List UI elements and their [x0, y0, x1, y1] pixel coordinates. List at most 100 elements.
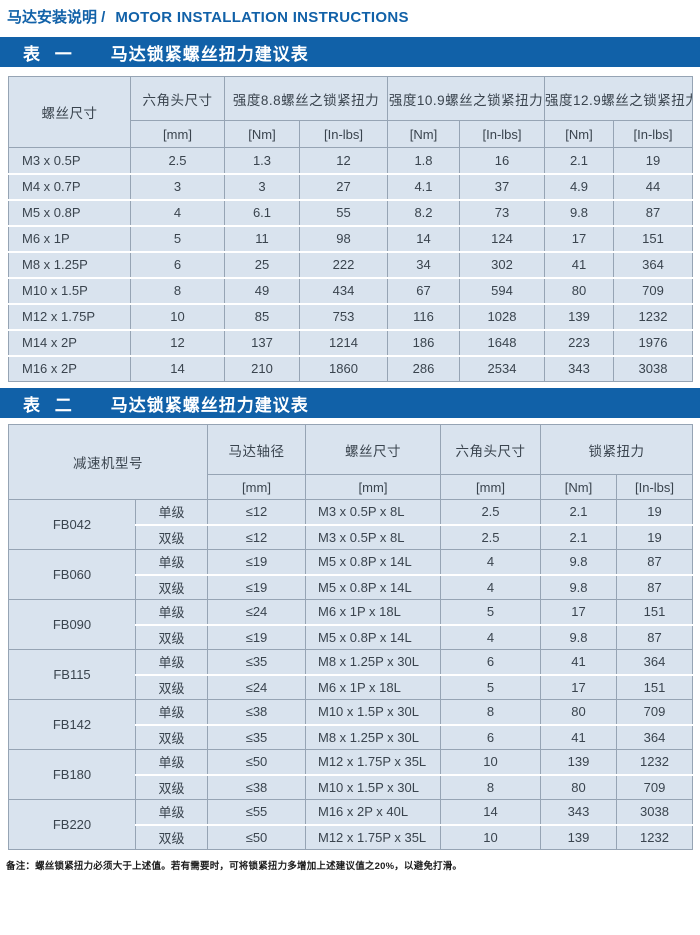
- header-motor-shaft: 马达轴径: [207, 424, 306, 475]
- table2-row: 双级 ≤38 M10 x 1.5P x 30L 8 80 709: [9, 773, 693, 800]
- stage-cell: 单级: [135, 699, 208, 725]
- shaft-diameter-cell: ≤12: [207, 499, 306, 525]
- screw-size-cell: M6 x 1P: [8, 224, 131, 252]
- table1-row: M14 x 2P 12 137 1214 186 1648 223 1976: [8, 328, 693, 356]
- value-cell: 594: [459, 276, 545, 304]
- hex-size-cell: 6: [440, 649, 541, 675]
- value-cell: 41: [544, 250, 614, 278]
- screw-size-cell: M10 x 1.5P x 30L: [305, 773, 441, 800]
- hex-size-cell: 10: [440, 749, 541, 775]
- table2-banner-label: 表 二: [23, 395, 77, 415]
- unit-nm: [Nm]: [387, 120, 460, 148]
- hex-size-cell: 8: [440, 773, 541, 800]
- screw-size-cell: M4 x 0.7P: [8, 172, 131, 200]
- value-cell: 98: [299, 224, 388, 252]
- value-cell: 55: [299, 198, 388, 226]
- value-cell: 37: [459, 172, 545, 200]
- value-cell: 151: [613, 224, 693, 252]
- torque-nm-cell: 9.8: [540, 623, 617, 650]
- value-cell: 222: [299, 250, 388, 278]
- value-cell: 67: [387, 276, 460, 304]
- value-cell: 9.8: [544, 198, 614, 226]
- torque-nm-cell: 17: [540, 673, 617, 700]
- value-cell: 1.3: [224, 147, 300, 174]
- torque-inlbs-cell: 364: [616, 723, 693, 750]
- screw-size-cell: M5 x 0.8P x 14L: [305, 573, 441, 600]
- value-cell: 5: [130, 224, 225, 252]
- shaft-diameter-cell: ≤38: [207, 773, 306, 800]
- gearbox-model-cell: FB090: [8, 599, 136, 650]
- torque-inlbs-cell: 709: [616, 699, 693, 725]
- value-cell: 434: [299, 276, 388, 304]
- torque-nm-cell: 2.1: [540, 499, 617, 525]
- value-cell: 3: [130, 172, 225, 200]
- header-hex-size: 六角头尺寸: [130, 76, 225, 121]
- table1-row: M6 x 1P 5 11 98 14 124 17 151: [8, 224, 693, 252]
- value-cell: 286: [387, 354, 460, 382]
- table2-row: FB060 单级 ≤19 M5 x 0.8P x 14L 4 9.8 87: [8, 549, 693, 600]
- value-cell: 1028: [459, 302, 545, 330]
- value-cell: 4: [130, 198, 225, 226]
- value-cell: 2.1: [544, 147, 614, 174]
- shaft-diameter-cell: ≤24: [207, 599, 306, 625]
- value-cell: 4.1: [387, 172, 460, 200]
- table2-row: FB180 单级 ≤50 M12 x 1.75P x 35L 10 139 1232: [8, 749, 693, 800]
- screw-size-cell: M6 x 1P x 18L: [305, 673, 441, 700]
- table1-row: M12 x 1.75P 10 85 753 116 1028 139 1232: [8, 302, 693, 330]
- unit-inlbs: [In-lbs]: [299, 120, 388, 148]
- screw-size-cell: M8 x 1.25P: [8, 250, 131, 278]
- screw-size-cell: M10 x 1.5P x 30L: [305, 699, 441, 725]
- torque-nm-cell: 139: [540, 823, 617, 850]
- table1-row: M4 x 0.7P 3 3 27 4.1 37 4.9 44: [8, 172, 693, 200]
- torque-inlbs-cell: 1232: [616, 823, 693, 850]
- table2-header-row: 减速机型号 马达轴径 螺丝尺寸 六角头尺寸 锁紧扭力: [8, 424, 693, 500]
- value-cell: 2534: [459, 354, 545, 382]
- torque-inlbs-cell: 709: [616, 773, 693, 800]
- value-cell: 85: [224, 302, 300, 330]
- torque-nm-cell: 139: [540, 749, 617, 775]
- screw-size-cell: M3 x 0.5P x 8L: [305, 499, 441, 525]
- screw-size-cell: M12 x 1.75P x 35L: [305, 823, 441, 850]
- value-cell: 753: [299, 302, 388, 330]
- value-cell: 73: [459, 198, 545, 226]
- value-cell: 27: [299, 172, 388, 200]
- unit-mm: [mm]: [207, 474, 306, 500]
- value-cell: 2.5: [130, 147, 225, 174]
- header-gearbox-model: 减速机型号: [8, 424, 208, 500]
- table1-row: M8 x 1.25P 6 25 222 34 302 41 364: [8, 250, 693, 278]
- stage-cell: 单级: [135, 599, 208, 625]
- table1-header-row: 螺丝尺寸 六角头尺寸 强度8.8螺丝之锁紧扭力 强度10.9螺丝之锁紧扭力 强度…: [8, 76, 693, 148]
- table2-row: FB042 单级 ≤12 M3 x 0.5P x 8L 2.5 2.1 19: [8, 499, 693, 550]
- value-cell: 19: [613, 147, 693, 174]
- value-cell: 210: [224, 354, 300, 382]
- header-grade-10-9: 强度10.9螺丝之锁紧扭力: [387, 76, 545, 121]
- table2-row: FB142 单级 ≤38 M10 x 1.5P x 30L 8 80 709: [8, 699, 693, 750]
- value-cell: 17: [544, 224, 614, 252]
- shaft-diameter-cell: ≤19: [207, 623, 306, 650]
- hex-size-cell: 2.5: [440, 499, 541, 525]
- hex-size-cell: 2.5: [440, 523, 541, 550]
- stage-cell: 单级: [135, 799, 208, 825]
- torque-inlbs-cell: 87: [616, 623, 693, 650]
- header-grade-12-9: 强度12.9螺丝之锁紧扭力: [544, 76, 693, 121]
- table2-row: 双级 ≤50 M12 x 1.75P x 35L 10 139 1232: [9, 823, 693, 850]
- value-cell: 12: [299, 147, 388, 174]
- screw-size-cell: M3 x 0.5P: [8, 147, 131, 174]
- stage-cell: 双级: [135, 773, 208, 800]
- table2-row: 双级 ≤19 M5 x 0.8P x 14L 4 9.8 87: [9, 623, 693, 650]
- value-cell: 34: [387, 250, 460, 278]
- unit-nm: [Nm]: [224, 120, 300, 148]
- value-cell: 25: [224, 250, 300, 278]
- value-cell: 8: [130, 276, 225, 304]
- table2-row: FB220 单级 ≤55 M16 x 2P x 40L 14 343 3038: [8, 799, 693, 850]
- gearbox-model-cell: FB042: [8, 499, 136, 550]
- table2-banner: 表 二 马达锁紧螺丝扭力建议表: [0, 388, 700, 418]
- stage-cell: 双级: [135, 573, 208, 600]
- table1-banner: 表 一 马达锁紧螺丝扭力建议表: [0, 37, 700, 67]
- value-cell: 3038: [613, 354, 693, 382]
- unit-inlbs: [In-lbs]: [459, 120, 545, 148]
- torque-inlbs-cell: 364: [616, 649, 693, 675]
- shaft-diameter-cell: ≤38: [207, 699, 306, 725]
- value-cell: 11: [224, 224, 300, 252]
- torque-nm-cell: 17: [540, 599, 617, 625]
